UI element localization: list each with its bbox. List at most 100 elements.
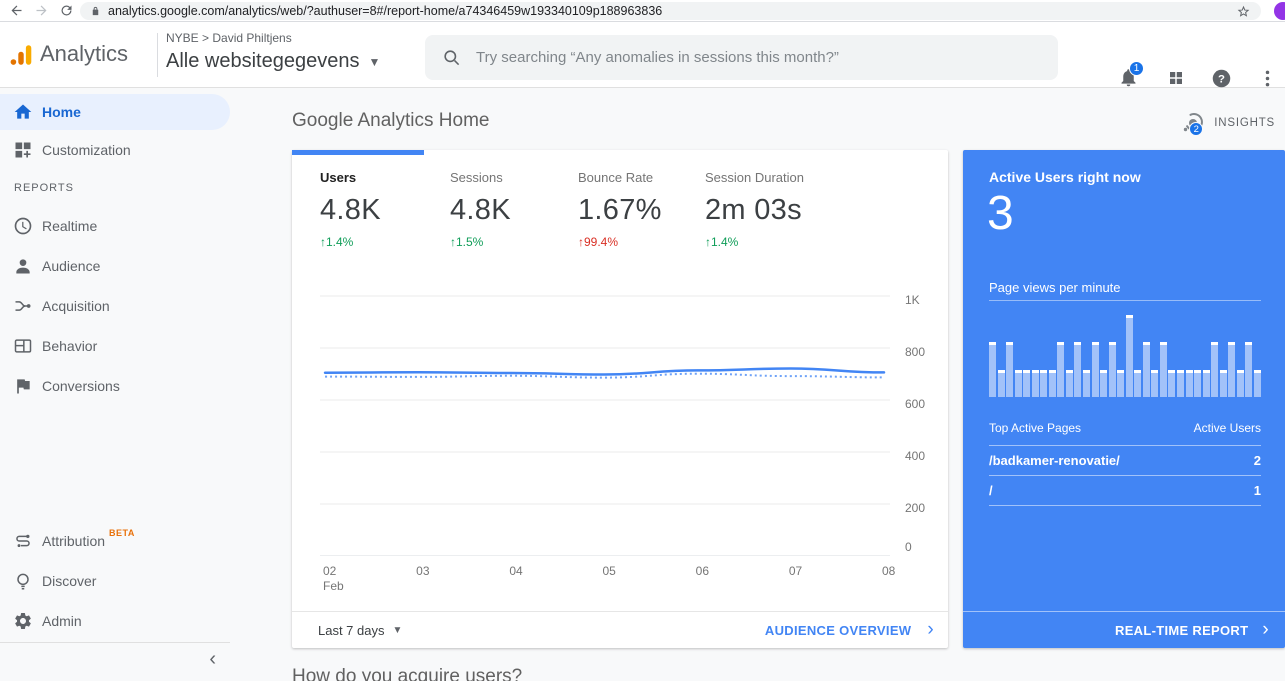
users-line-chart[interactable] [320, 290, 890, 556]
x-axis-tick: 08 [882, 564, 896, 578]
x-axis-tick: 06 [695, 564, 710, 578]
metric-value: 1.67% [578, 194, 662, 226]
y-axis-tick: 200 [905, 501, 926, 515]
sidebar-item-home[interactable]: Home [0, 94, 230, 130]
page-title: Google Analytics Home [292, 110, 490, 131]
header-divider [157, 33, 158, 77]
active-metric-tab-indicator [292, 150, 424, 155]
active-users-count: 3 [987, 187, 1014, 240]
pageviews-bar [989, 342, 996, 397]
property-selector[interactable]: Alle websitegegevens ▼ [166, 50, 381, 72]
col-header-pages: Top Active Pages [989, 421, 1082, 435]
x-axis-tick: 05 [602, 564, 616, 578]
realtime-title: Active Users right now [989, 169, 1141, 185]
sidebar-item-admin[interactable]: Admin [0, 601, 230, 641]
sidebar-item-label: Home [42, 104, 81, 120]
pageviews-bar [1211, 342, 1219, 397]
pageviews-bar [1194, 369, 1202, 397]
pageviews-bar [1185, 369, 1193, 397]
pageviews-bar [1014, 369, 1022, 397]
insights-button[interactable]: 2 INSIGHTS [1182, 110, 1275, 136]
metrics-row: Users 4.8K ↑1.4% Sessions 4.8K ↑1.5% Bounce Ra… [320, 170, 865, 249]
chevron-down-icon: ▼ [392, 624, 403, 636]
audience-person-icon [12, 256, 34, 276]
url-text[interactable]: analytics.google.com/analytics/web/?auth… [108, 4, 663, 18]
sidebar-item-label: Realtime [42, 218, 98, 234]
chevron-down-icon: ▼ [368, 54, 381, 69]
acquisition-icon [12, 296, 34, 316]
sidebar: Home Customization REPORTS Realtime Audience… [0, 88, 230, 681]
chevron-right-icon: › [927, 619, 934, 640]
search-bar[interactable]: Try searching “Any anomalies in sessions… [425, 35, 1058, 80]
back-icon[interactable] [9, 3, 25, 19]
active-page-path: /badkamer-renovatie/ [989, 453, 1120, 468]
app-header: Analytics NYBE > David Philtjens Alle we… [0, 22, 1285, 88]
pageviews-chart-title: Page views per minute [989, 280, 1121, 295]
realtime-card-footer: REAL-TIME REPORT › [963, 611, 1285, 648]
active-page-row[interactable]: /1 [989, 476, 1261, 506]
metric-label: Users [320, 170, 357, 185]
pageviews-bar [1108, 342, 1116, 397]
sidebar-item-customization[interactable]: Customization [0, 130, 230, 170]
home-icon [12, 102, 34, 122]
metric-sessions[interactable]: Sessions 4.8K ↑1.5% [450, 170, 578, 249]
sidebar-item-label: Admin [42, 613, 82, 629]
col-header-users: Active Users [1193, 421, 1261, 435]
pageviews-bar [1245, 342, 1253, 397]
sidebar-item-behavior[interactable]: Behavior [0, 326, 230, 366]
pageviews-bar [1023, 369, 1031, 397]
x-axis-tick: 04 [509, 564, 523, 578]
apps-grid-icon[interactable] [1167, 69, 1191, 93]
refresh-icon[interactable] [59, 3, 75, 19]
metric-value: 4.8K [450, 194, 511, 226]
pageviews-bar-chart[interactable] [989, 310, 1261, 397]
active-page-row[interactable]: /badkamer-renovatie/2 [989, 446, 1261, 476]
pageviews-bar [1219, 369, 1227, 397]
sidebar-item-conversions[interactable]: Conversions [0, 366, 230, 406]
realtime-report-link[interactable]: REAL-TIME REPORT › [1115, 619, 1269, 640]
sidebar-item-realtime[interactable]: Realtime [0, 206, 230, 246]
more-options-kebab-icon[interactable] [1257, 68, 1281, 92]
notifications-bell-icon[interactable]: 1 [1118, 61, 1144, 91]
pageviews-bar [1159, 342, 1167, 397]
bookmark-star-icon[interactable] [1236, 4, 1251, 19]
metric-session-duration[interactable]: Session Duration 2m 03s ↑1.4% [705, 170, 865, 249]
date-range-selector[interactable]: Last 7 days ▼ [318, 622, 403, 638]
realtime-card: Active Users right now 3 Page views per … [963, 150, 1285, 648]
pageviews-bar [1006, 342, 1014, 397]
sidebar-item-attribution[interactable]: Attribution BETA [0, 521, 230, 561]
search-placeholder: Try searching “Any anomalies in sessions… [476, 49, 839, 66]
brand-name[interactable]: Analytics [40, 41, 129, 66]
y-axis-tick: 1K [905, 293, 920, 307]
metric-bounce-rate[interactable]: Bounce Rate 1.67% ↑99.4% [578, 170, 705, 249]
sidebar-section-label: REPORTS [14, 182, 74, 194]
metric-label: Session Duration [705, 170, 804, 185]
y-axis-tick: 800 [905, 345, 926, 359]
active-page-path: / [989, 483, 993, 498]
metric-delta: ↑1.4% [320, 235, 354, 249]
sidebar-item-label: Behavior [42, 338, 98, 354]
realtime-clock-icon [12, 216, 34, 236]
overview-card-footer: Last 7 days ▼ AUDIENCE OVERVIEW › [292, 611, 948, 648]
pageviews-bar [1048, 369, 1056, 397]
help-icon[interactable]: ? [1211, 68, 1235, 92]
sidebar-item-audience[interactable]: Audience [0, 246, 230, 286]
pageviews-bar [1100, 369, 1108, 397]
url-bar[interactable]: analytics.google.com/analytics/web/?auth… [80, 2, 1261, 20]
discover-lightbulb-icon [12, 571, 34, 591]
breadcrumb[interactable]: NYBE > David Philtjens [166, 31, 292, 45]
pageviews-bar [1236, 369, 1244, 397]
collapse-sidebar-button[interactable]: ‹ [209, 648, 216, 670]
sidebar-item-acquisition[interactable]: Acquisition [0, 286, 230, 326]
audience-overview-link[interactable]: AUDIENCE OVERVIEW › [764, 619, 934, 640]
metric-users[interactable]: Users 4.8K ↑1.4% [320, 170, 450, 249]
analytics-logo-icon[interactable] [8, 42, 34, 73]
metric-value: 4.8K [320, 194, 381, 226]
sidebar-item-discover[interactable]: Discover [0, 561, 230, 601]
x-axis-tick: 03 [416, 564, 430, 578]
main-content: Google Analytics Home 2 INSIGHTS Users 4.… [230, 88, 1285, 681]
browser-profile-avatar[interactable] [1274, 2, 1285, 20]
top-active-pages-table: Top Active Pages Active Users/badkamer-re… [989, 421, 1261, 506]
forward-icon[interactable] [34, 3, 50, 19]
pageviews-bar [1168, 369, 1176, 397]
